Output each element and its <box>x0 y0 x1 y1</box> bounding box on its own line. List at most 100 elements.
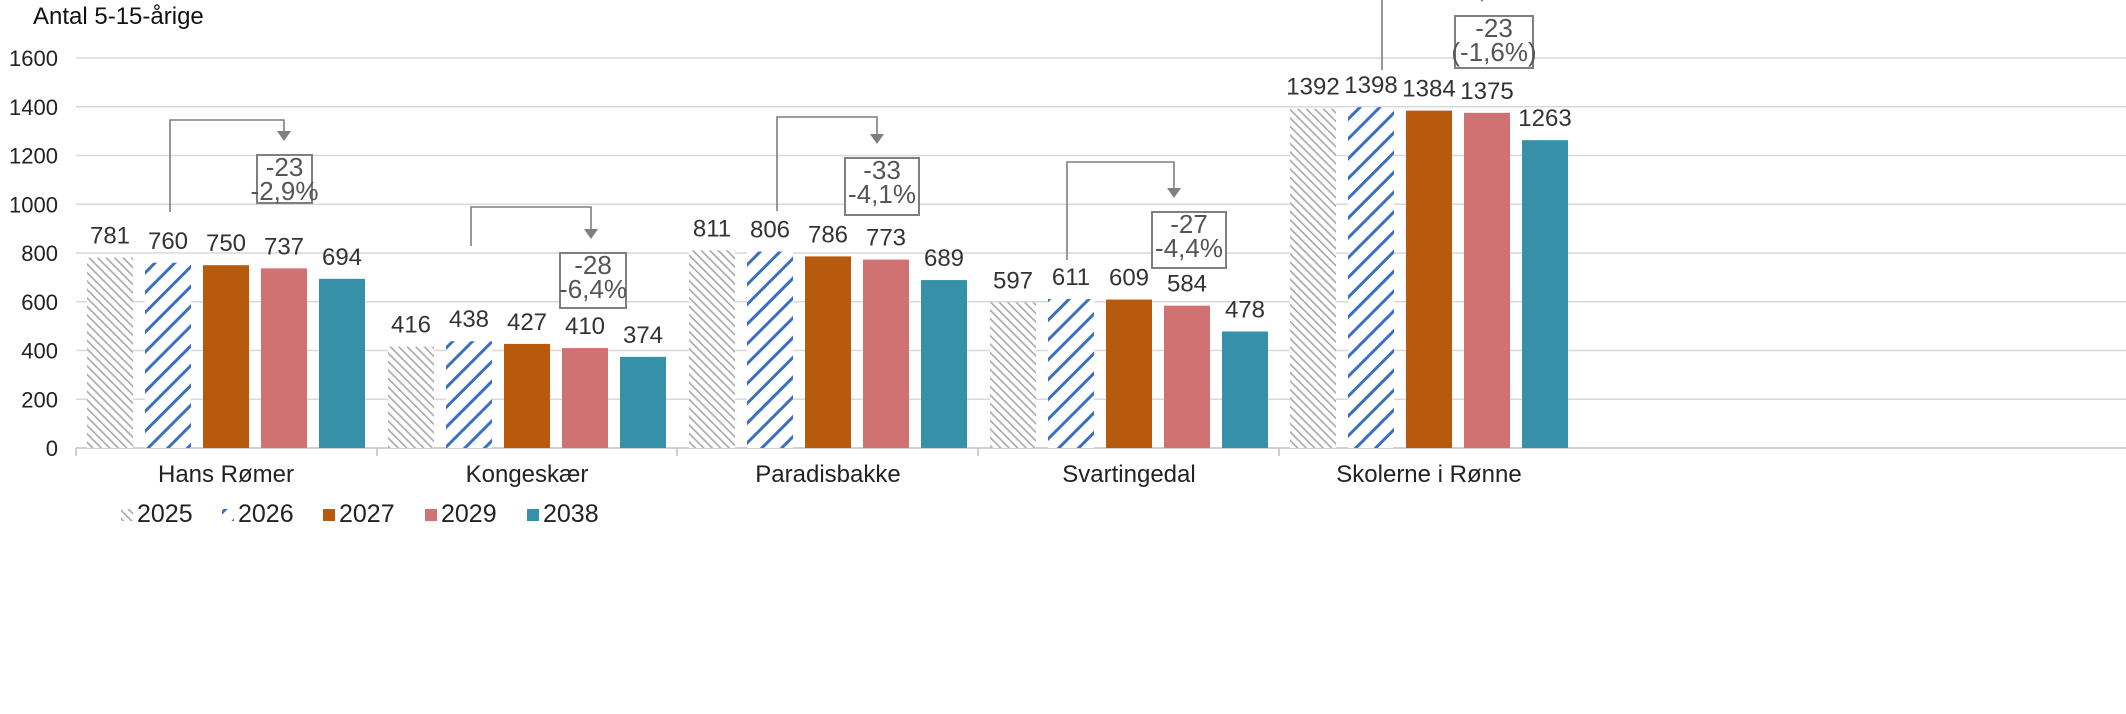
bar-2029 <box>1164 305 1210 448</box>
category-label: Paradisbakke <box>755 461 900 488</box>
annotation-connector <box>1066 161 1175 260</box>
bar-2038 <box>921 280 967 448</box>
category-label: Kongeskær <box>466 461 589 488</box>
annotation-arrowhead <box>584 229 598 239</box>
legend-label: 2026 <box>238 500 294 528</box>
bar-2029 <box>562 348 608 448</box>
data-label: 611 <box>1052 264 1090 291</box>
data-label: 427 <box>507 309 547 336</box>
y-tick-label: 600 <box>21 290 58 315</box>
bar-2026 <box>446 341 492 448</box>
data-label: 773 <box>866 225 906 252</box>
annotation-text: -33 <box>863 155 901 185</box>
annotation-text: -23 <box>266 152 304 182</box>
annotation-connector <box>470 206 592 246</box>
annotation-text: -27 <box>1170 209 1208 239</box>
y-tick-label: 400 <box>21 339 58 364</box>
data-label: 597 <box>993 267 1033 294</box>
y-tick-label: 1000 <box>9 192 58 217</box>
legend-swatch-2029 <box>425 509 437 521</box>
bar-2027 <box>805 256 851 448</box>
data-label: 689 <box>924 245 964 272</box>
bar-2038 <box>1522 140 1568 449</box>
bar-2026 <box>747 251 793 448</box>
y-tick-label: 800 <box>21 241 58 266</box>
bar-2027 <box>1106 299 1152 448</box>
legend-label: 2027 <box>339 500 395 528</box>
bar-2038 <box>319 278 365 448</box>
annotation-text: -23 <box>1475 13 1513 43</box>
category-label: Hans Rømer <box>158 461 294 488</box>
data-label: 694 <box>322 244 362 271</box>
annotation-text: -4,4% <box>1155 233 1223 263</box>
bar-2025 <box>1290 108 1336 448</box>
data-label: 1398 <box>1344 72 1397 99</box>
legend-swatch-2026 <box>222 509 234 521</box>
bar-2025 <box>689 250 735 448</box>
annotation-text: -28 <box>574 250 612 280</box>
annotation-box <box>256 154 313 204</box>
data-label: 374 <box>623 322 663 349</box>
data-label: 811 <box>693 215 731 242</box>
bar-2027 <box>504 343 550 448</box>
annotation-arrowhead <box>1167 188 1181 198</box>
bar-2029 <box>863 259 909 448</box>
data-label: 584 <box>1167 271 1207 298</box>
bar-2029 <box>261 268 307 448</box>
bar-2026 <box>1348 107 1394 449</box>
data-label: 609 <box>1109 265 1149 292</box>
annotation-box <box>1151 211 1227 269</box>
bar-layer <box>87 107 1568 449</box>
bar-2025 <box>990 302 1036 448</box>
bar-2038 <box>1222 331 1268 448</box>
data-label: 786 <box>808 221 848 248</box>
data-label: 781 <box>90 223 130 250</box>
bar-2029 <box>1464 112 1510 448</box>
bar-2025 <box>388 346 434 448</box>
legend-swatch-2025 <box>121 509 133 521</box>
y-tick-label: 0 <box>46 436 58 461</box>
y-tick-label: 1200 <box>9 144 58 169</box>
data-label: 438 <box>449 306 489 333</box>
annotation-arrowhead <box>277 131 291 141</box>
bar-2038 <box>620 356 666 448</box>
legend-label: 2025 <box>137 500 193 528</box>
axis-layer: 0 200 400 600 800 1000 1200 1400 1600 <box>9 46 2126 461</box>
y-tick-label: 200 <box>21 387 58 412</box>
grid-layer <box>76 57 2126 400</box>
data-label: 806 <box>750 217 790 244</box>
data-label: 737 <box>264 233 304 260</box>
bar-2027 <box>1406 110 1452 449</box>
annotation-box <box>844 157 920 216</box>
annotation-box <box>559 252 627 309</box>
annotation-arrowhead <box>1480 0 1484 2</box>
annotation-text: -6,4% <box>559 274 627 304</box>
legend-label: 2038 <box>543 500 599 528</box>
annotation-text: (-1,6%) <box>1451 37 1536 67</box>
legend-swatch-2027 <box>323 509 335 521</box>
bar-2027 <box>203 265 249 448</box>
bar-2026 <box>1048 299 1094 448</box>
data-label: 1375 <box>1460 78 1513 105</box>
legend-label: 2029 <box>441 500 497 528</box>
bar-2025 <box>87 257 133 448</box>
data-label: 478 <box>1225 296 1265 323</box>
bar-2026 <box>145 262 191 448</box>
category-label: Svartingedal <box>1062 461 1195 488</box>
data-label: 1263 <box>1518 105 1571 132</box>
legend: 2025 2026 2027 2029 2038 <box>121 500 599 528</box>
annotation-connector <box>776 116 878 211</box>
data-label: 410 <box>565 313 605 340</box>
legend-swatch-2038 <box>527 509 539 521</box>
data-label: 760 <box>148 228 188 255</box>
annotation-box <box>1454 15 1534 69</box>
y-tick-label: 1400 <box>9 95 58 120</box>
annotation-arrowhead <box>870 134 884 144</box>
annotation-connector <box>169 119 285 212</box>
annotation-layer: -23-2,9%-28-6,4%-33-4,1%-27-4,4%-23(-1,6… <box>169 0 1537 309</box>
data-label: 416 <box>391 312 431 339</box>
annotation-text: -2,9% <box>251 176 319 206</box>
y-axis-title: Antal 5-15-årige <box>33 3 204 30</box>
